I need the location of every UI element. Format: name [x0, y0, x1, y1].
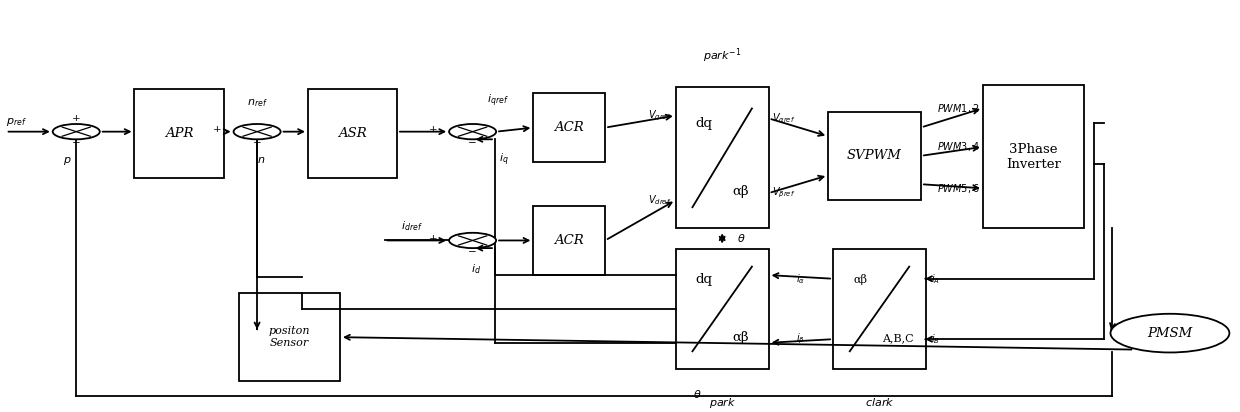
Text: $V_{qref}$: $V_{qref}$ [647, 108, 671, 123]
Text: $clark$: $clark$ [864, 396, 894, 407]
Text: −: − [469, 248, 477, 257]
FancyBboxPatch shape [238, 293, 340, 382]
Text: $park^{-1}$: $park^{-1}$ [703, 47, 742, 65]
Text: +: + [429, 234, 438, 243]
Text: A,B,C: A,B,C [882, 333, 914, 343]
Text: +: + [429, 125, 438, 134]
Text: +: + [72, 114, 81, 123]
Text: −: − [72, 139, 81, 148]
Text: $i_{qref}$: $i_{qref}$ [486, 93, 508, 110]
Text: $n_{ref}$: $n_{ref}$ [247, 98, 268, 110]
Text: dq: dq [696, 274, 712, 286]
Text: APR: APR [165, 127, 193, 140]
Text: $PWM5,6$: $PWM5,6$ [936, 182, 980, 195]
Circle shape [233, 124, 280, 139]
Circle shape [449, 233, 496, 248]
Text: $i_d$: $i_d$ [471, 262, 481, 276]
Text: ACR: ACR [554, 121, 584, 134]
Text: $PWM1,2$: $PWM1,2$ [937, 102, 980, 115]
FancyBboxPatch shape [308, 89, 397, 178]
Text: $V_{dref}$: $V_{dref}$ [647, 193, 671, 207]
FancyBboxPatch shape [828, 112, 921, 200]
Circle shape [1111, 314, 1229, 353]
Text: ASR: ASR [339, 127, 367, 140]
Text: $V_{\alpha ref}$: $V_{\alpha ref}$ [773, 112, 796, 125]
Text: $\theta$: $\theta$ [737, 232, 745, 244]
Text: $i_A$: $i_A$ [931, 272, 940, 286]
Text: $i_{\beta}$: $i_{\beta}$ [796, 332, 805, 346]
Text: $i_q$: $i_q$ [498, 151, 508, 168]
Text: $\theta$: $\theta$ [693, 388, 702, 400]
Text: αβ: αβ [733, 332, 749, 344]
FancyBboxPatch shape [533, 206, 605, 275]
Text: $p_{ref}$: $p_{ref}$ [6, 116, 26, 128]
FancyBboxPatch shape [676, 87, 769, 228]
FancyBboxPatch shape [676, 248, 769, 370]
Text: $i_{dref}$: $i_{dref}$ [401, 220, 423, 233]
Circle shape [53, 124, 99, 139]
Text: positon
Sensor: positon Sensor [269, 326, 310, 348]
Text: $i_B$: $i_B$ [931, 332, 940, 346]
Text: −: − [253, 139, 262, 148]
Circle shape [449, 124, 496, 139]
Text: PMSM: PMSM [1147, 327, 1193, 339]
FancyBboxPatch shape [533, 94, 605, 162]
Text: 3Phase
Inverter: 3Phase Inverter [1006, 143, 1061, 171]
Text: $V_{\beta ref}$: $V_{\beta ref}$ [773, 186, 796, 200]
Text: $park$: $park$ [708, 396, 735, 410]
FancyBboxPatch shape [983, 85, 1085, 228]
Text: dq: dq [696, 117, 712, 131]
Text: SVPWM: SVPWM [847, 149, 901, 162]
Text: −: − [469, 139, 477, 148]
FancyBboxPatch shape [134, 89, 223, 178]
FancyBboxPatch shape [833, 248, 926, 370]
Text: $n$: $n$ [257, 155, 265, 166]
Text: $i_{\alpha}$: $i_{\alpha}$ [796, 272, 805, 286]
Text: αβ: αβ [733, 185, 749, 198]
Text: +: + [213, 125, 222, 134]
Text: $PWM3,4$: $PWM3,4$ [936, 140, 980, 153]
Text: $p$: $p$ [63, 155, 72, 167]
Text: αβ: αβ [854, 274, 868, 286]
Text: ACR: ACR [554, 234, 584, 247]
